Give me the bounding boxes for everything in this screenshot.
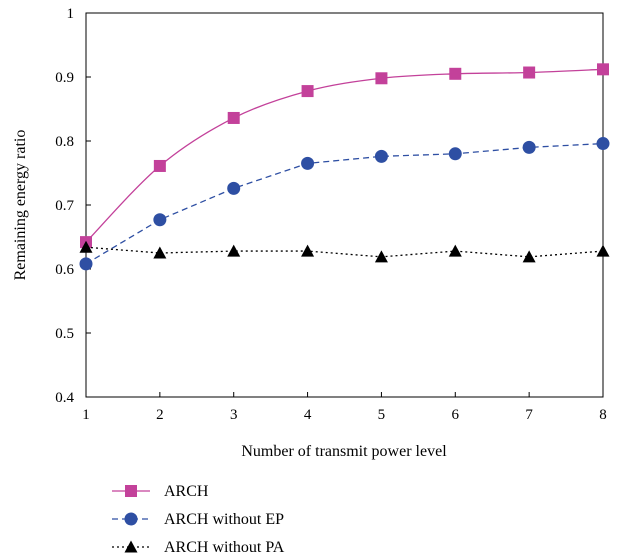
y-tick-label: 0.9 bbox=[55, 70, 74, 86]
legend-marker-arch bbox=[125, 485, 137, 497]
data-point-arch-without-pa bbox=[301, 244, 315, 257]
data-point-arch-without-ep bbox=[522, 140, 536, 154]
legend-label-arch-without-pa: ARCH without PA bbox=[164, 539, 285, 556]
data-point-arch-without-ep bbox=[596, 137, 610, 151]
y-tick-label: 1 bbox=[67, 6, 75, 22]
x-tick-label: 2 bbox=[156, 407, 164, 423]
series-layer bbox=[79, 63, 610, 271]
data-point-arch bbox=[301, 85, 314, 98]
y-tick-label: 0.8 bbox=[55, 134, 74, 150]
data-point-arch-without-ep bbox=[301, 156, 315, 170]
x-tick-label: 1 bbox=[82, 407, 90, 423]
data-point-arch-without-pa bbox=[153, 246, 167, 259]
legend-marker-arch-without-ep bbox=[124, 512, 138, 526]
x-tick-label: 3 bbox=[230, 407, 238, 423]
y-tick-label: 0.4 bbox=[55, 390, 74, 406]
series-line-arch-without-ep bbox=[85, 142, 604, 265]
legend-marker-arch-without-pa bbox=[124, 540, 138, 553]
data-point-arch-without-pa bbox=[448, 244, 462, 257]
legend-label-arch: ARCH bbox=[164, 483, 209, 500]
data-point-arch-without-ep bbox=[374, 149, 388, 163]
y-tick-label: 0.6 bbox=[55, 262, 74, 278]
y-tick-label: 0.7 bbox=[55, 198, 74, 214]
x-tick-label: 7 bbox=[525, 407, 533, 423]
legend: ARCH ARCH without EP ARCH without PA bbox=[112, 483, 285, 556]
data-point-arch-without-ep bbox=[153, 213, 167, 227]
data-point-arch-without-ep bbox=[227, 181, 241, 195]
series-line-arch-without-pa bbox=[85, 246, 604, 258]
x-tick-label: 5 bbox=[378, 407, 386, 423]
series-arch-without-pa bbox=[79, 240, 610, 263]
y-axis-title: Remaining energy ratio bbox=[12, 130, 29, 281]
data-point-arch-without-ep bbox=[79, 257, 93, 271]
data-point-arch-without-ep bbox=[448, 147, 462, 161]
x-axis-title: Number of transmit power level bbox=[241, 443, 447, 460]
data-point-arch bbox=[153, 159, 166, 172]
y-tick-label: 0.5 bbox=[55, 326, 74, 342]
x-tick-label: 4 bbox=[304, 407, 312, 423]
x-tick-label: 8 bbox=[599, 407, 607, 423]
x-tick-label: 6 bbox=[452, 407, 460, 423]
axis-ticks: 1 2 3 4 5 6 7 8 0.4 0.5 0.6 0.7 0.8 0.9 1 bbox=[55, 6, 607, 423]
data-point-arch bbox=[597, 63, 609, 76]
data-point-arch bbox=[375, 72, 388, 85]
data-point-arch-without-pa bbox=[596, 244, 610, 257]
data-point-arch-without-pa bbox=[79, 240, 93, 253]
data-point-arch bbox=[227, 111, 240, 124]
data-point-arch bbox=[523, 66, 536, 79]
data-point-arch bbox=[449, 67, 462, 80]
series-arch-without-ep bbox=[79, 137, 610, 271]
legend-label-arch-without-ep: ARCH without EP bbox=[164, 511, 284, 528]
data-point-arch-without-pa bbox=[374, 250, 388, 263]
data-point-arch-without-pa bbox=[227, 244, 241, 257]
data-point-arch-without-pa bbox=[522, 250, 536, 263]
